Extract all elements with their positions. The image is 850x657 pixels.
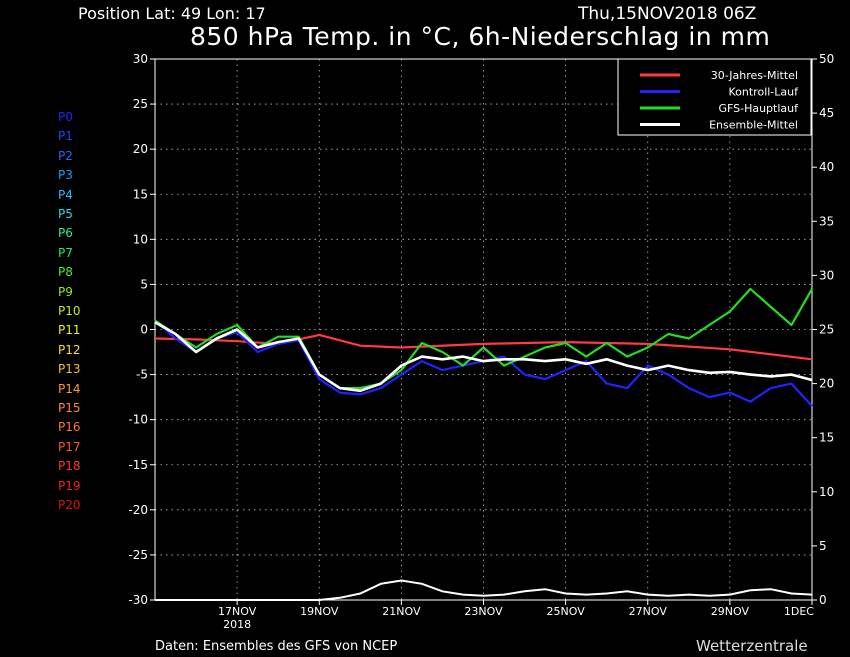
position-label: Position Lat: 49 Lon: 17 [78, 4, 266, 23]
y-tick-label: 20 [133, 142, 148, 156]
legend-label: Ensemble-Mittel [709, 119, 798, 132]
y2-tick-label: 30 [819, 268, 834, 282]
y2-tick-label: 0 [819, 593, 827, 607]
y-tick-label: -5 [136, 368, 148, 382]
x-tick-label: 27NOV [629, 605, 668, 618]
member-label: P13 [58, 362, 81, 377]
chart-title: 850 hPa Temp. in °C, 6h-Niederschlag in … [190, 22, 771, 51]
legend-label: GFS-Hauptlauf [718, 102, 799, 115]
y-tick-label: 15 [133, 187, 148, 201]
member-label: P15 [58, 401, 81, 415]
x-tick-label: 1DEC [784, 605, 814, 618]
y-tick-label: -20 [128, 503, 148, 517]
legend-box [617, 58, 812, 136]
member-label: P5 [58, 207, 73, 221]
brand-label: Wetterzentrale [696, 637, 808, 655]
y2-tick-label: 35 [819, 214, 834, 228]
y-tick-label: -15 [128, 458, 148, 472]
y2-tick-label: 50 [819, 52, 834, 66]
member-label: P3 [58, 168, 73, 183]
member-label: P20 [58, 498, 81, 512]
y-tick-label: 0 [140, 323, 148, 337]
precip-series-line [155, 579, 813, 601]
y2-tick-label: 25 [819, 323, 834, 337]
y-tick-label: -10 [128, 413, 148, 427]
x-tick-label: 23NOV [464, 605, 503, 618]
member-label: P12 [58, 342, 81, 357]
member-label: P4 [58, 187, 73, 202]
legend-label: Kontroll-Lauf [729, 86, 800, 99]
member-label: P9 [58, 284, 73, 299]
x-tick-label: 25NOV [547, 605, 586, 618]
series-line [154, 333, 813, 361]
y-tick-label: 10 [133, 232, 148, 246]
member-label: P7 [58, 245, 73, 260]
member-label: P17 [58, 439, 81, 454]
y-tick-label: 5 [140, 277, 148, 291]
plot-frame [154, 58, 813, 601]
run-date-label: Thu,15NOV2018 06Z [578, 4, 757, 24]
member-label: P14 [58, 381, 81, 396]
y2-tick-label: 15 [819, 431, 834, 445]
y-tick-label: 30 [133, 52, 148, 66]
member-label: P6 [58, 226, 73, 241]
member-label: P18 [58, 459, 81, 474]
y2-tick-label: 45 [819, 106, 834, 120]
legend-label: 30-Jahres-Mittel [711, 69, 798, 82]
series-line [154, 319, 813, 407]
y-tick-label: -30 [128, 593, 148, 607]
y2-tick-label: 5 [819, 539, 827, 553]
member-label: P11 [58, 323, 81, 338]
x-tick-label: 29NOV [711, 605, 750, 618]
series-line [154, 287, 813, 390]
member-label: P19 [58, 478, 81, 493]
y2-tick-label: 10 [819, 485, 834, 499]
y2-tick-label: 20 [819, 377, 834, 391]
x-tick-label: 19NOV [300, 605, 339, 618]
member-label: P1 [58, 129, 73, 144]
x-tick-label: 17NOV [218, 605, 257, 618]
member-label: P2 [58, 148, 73, 163]
y-tick-label: 25 [133, 97, 148, 111]
member-label: P10 [58, 304, 81, 318]
member-label: P16 [58, 420, 81, 435]
member-label: P0 [58, 110, 73, 124]
member-label: P8 [58, 265, 73, 280]
y2-tick-label: 40 [819, 160, 834, 174]
series-line [154, 321, 813, 393]
x-tick-sublabel: 2018 [223, 618, 251, 631]
y-tick-label: -25 [128, 548, 148, 562]
data-source-label: Daten: Ensembles des GFS von NCEP [155, 639, 398, 654]
x-tick-label: 21NOV [382, 605, 421, 618]
